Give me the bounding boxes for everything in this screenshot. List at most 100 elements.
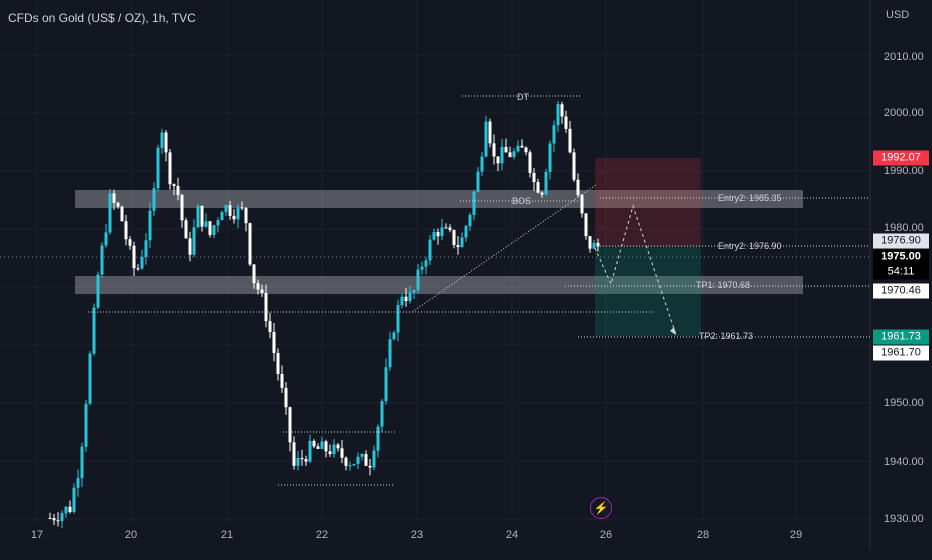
candle-body: [492, 143, 496, 157]
candle-body: [260, 289, 264, 293]
candle-body: [152, 188, 156, 211]
chart-title: CFDs on Gold (US$ / OZ), 1h, TVC: [8, 11, 196, 25]
time-tick: 28: [696, 529, 710, 541]
candle-body: [316, 446, 320, 449]
lightning-icon[interactable]: ⚡: [590, 497, 612, 519]
projection-arrowhead: [670, 327, 676, 335]
supply-zone: [75, 190, 803, 208]
candle-body: [548, 143, 552, 172]
candle-body: [332, 444, 336, 455]
candle-body: [268, 321, 272, 332]
candle-body: [236, 207, 240, 220]
candle-body: [140, 256, 144, 269]
candle-body: [364, 454, 368, 466]
candle-body: [116, 202, 120, 207]
tp1-label: TP1: 1970.68: [696, 280, 751, 290]
candle-body: [448, 227, 452, 230]
stop-price-tag: 1992.07: [873, 150, 929, 166]
candle-body: [420, 266, 424, 270]
price-tick: 1940.00: [884, 456, 924, 468]
price-tick: 1990.00: [884, 165, 924, 177]
candle-body: [252, 264, 256, 284]
candle-body: [220, 212, 224, 221]
candle-body: [576, 179, 580, 196]
candle-body: [68, 506, 72, 513]
candle-body: [308, 440, 312, 462]
candles: [48, 100, 600, 529]
candle-body: [544, 171, 548, 195]
candle-body: [48, 517, 52, 519]
candle-body: [196, 205, 200, 228]
candle-body: [344, 457, 348, 466]
candle-body: [108, 193, 112, 233]
projection-path: [594, 204, 677, 336]
candle-body: [88, 353, 92, 404]
candle-body: [324, 441, 328, 452]
take-profit-area: [595, 246, 701, 336]
candle-body: [432, 232, 436, 240]
candle-body: [552, 125, 556, 144]
stop-loss-area: [595, 158, 701, 246]
candle-body: [64, 506, 68, 514]
candle-body: [52, 518, 56, 521]
candle-body: [388, 339, 392, 368]
candle-body: [416, 269, 420, 291]
candle-body: [96, 274, 100, 308]
tp2-label: TP2: 1961.73: [699, 331, 754, 341]
candle-body: [476, 171, 480, 192]
candle-body: [360, 454, 364, 457]
candle-body: [160, 132, 164, 148]
price-tick: 2000.00: [884, 107, 924, 119]
candle-body: [580, 195, 584, 214]
price-tick: 1980.00: [884, 222, 924, 234]
candle-body: [444, 227, 448, 229]
candle-body: [188, 238, 192, 255]
candle-body: [128, 239, 132, 246]
candle-body: [392, 332, 396, 340]
candle-body: [376, 426, 380, 451]
candle-body: [212, 225, 216, 235]
candle-body: [256, 283, 260, 290]
candle-body: [204, 221, 208, 227]
candle-body: [60, 513, 64, 522]
candle-body: [512, 151, 516, 157]
candle-body: [264, 292, 268, 322]
candle-body: [288, 407, 292, 443]
candle-body: [280, 374, 284, 388]
candle-body: [304, 459, 308, 462]
candle-body: [84, 403, 88, 447]
candle-body: [80, 446, 84, 479]
price-tick: 1950.00: [884, 397, 924, 409]
price-tick: 2010.00: [884, 51, 924, 63]
candle-body: [112, 193, 116, 203]
candle-body: [468, 214, 472, 227]
entry-low-label: Entry2: 1976.90: [718, 241, 782, 251]
candle-body: [484, 121, 488, 157]
zones: [75, 158, 803, 336]
candle-body: [560, 104, 564, 117]
candle-body: [436, 232, 440, 237]
entry-price-tag: 1976.90: [873, 233, 929, 249]
candle-body: [588, 236, 592, 249]
candle-body: [516, 145, 520, 152]
candle-body: [528, 152, 532, 173]
candle-body: [408, 292, 412, 302]
candle-body: [412, 290, 416, 293]
candle-body: [192, 227, 196, 255]
bos-label: BOS: [512, 196, 532, 206]
candle-body: [92, 307, 96, 354]
candle-body: [400, 296, 404, 306]
candle-body: [312, 440, 316, 447]
candle-body: [100, 245, 104, 275]
candle-body: [56, 520, 60, 522]
candle-body: [584, 213, 588, 237]
candle-body: [472, 191, 476, 215]
candle-body: [224, 205, 228, 213]
time-tick: 20: [124, 529, 138, 541]
candle-body: [340, 448, 344, 458]
candle-body: [572, 152, 576, 180]
candle-body: [200, 205, 204, 227]
candle-body: [172, 184, 176, 186]
candle-body: [384, 367, 388, 402]
